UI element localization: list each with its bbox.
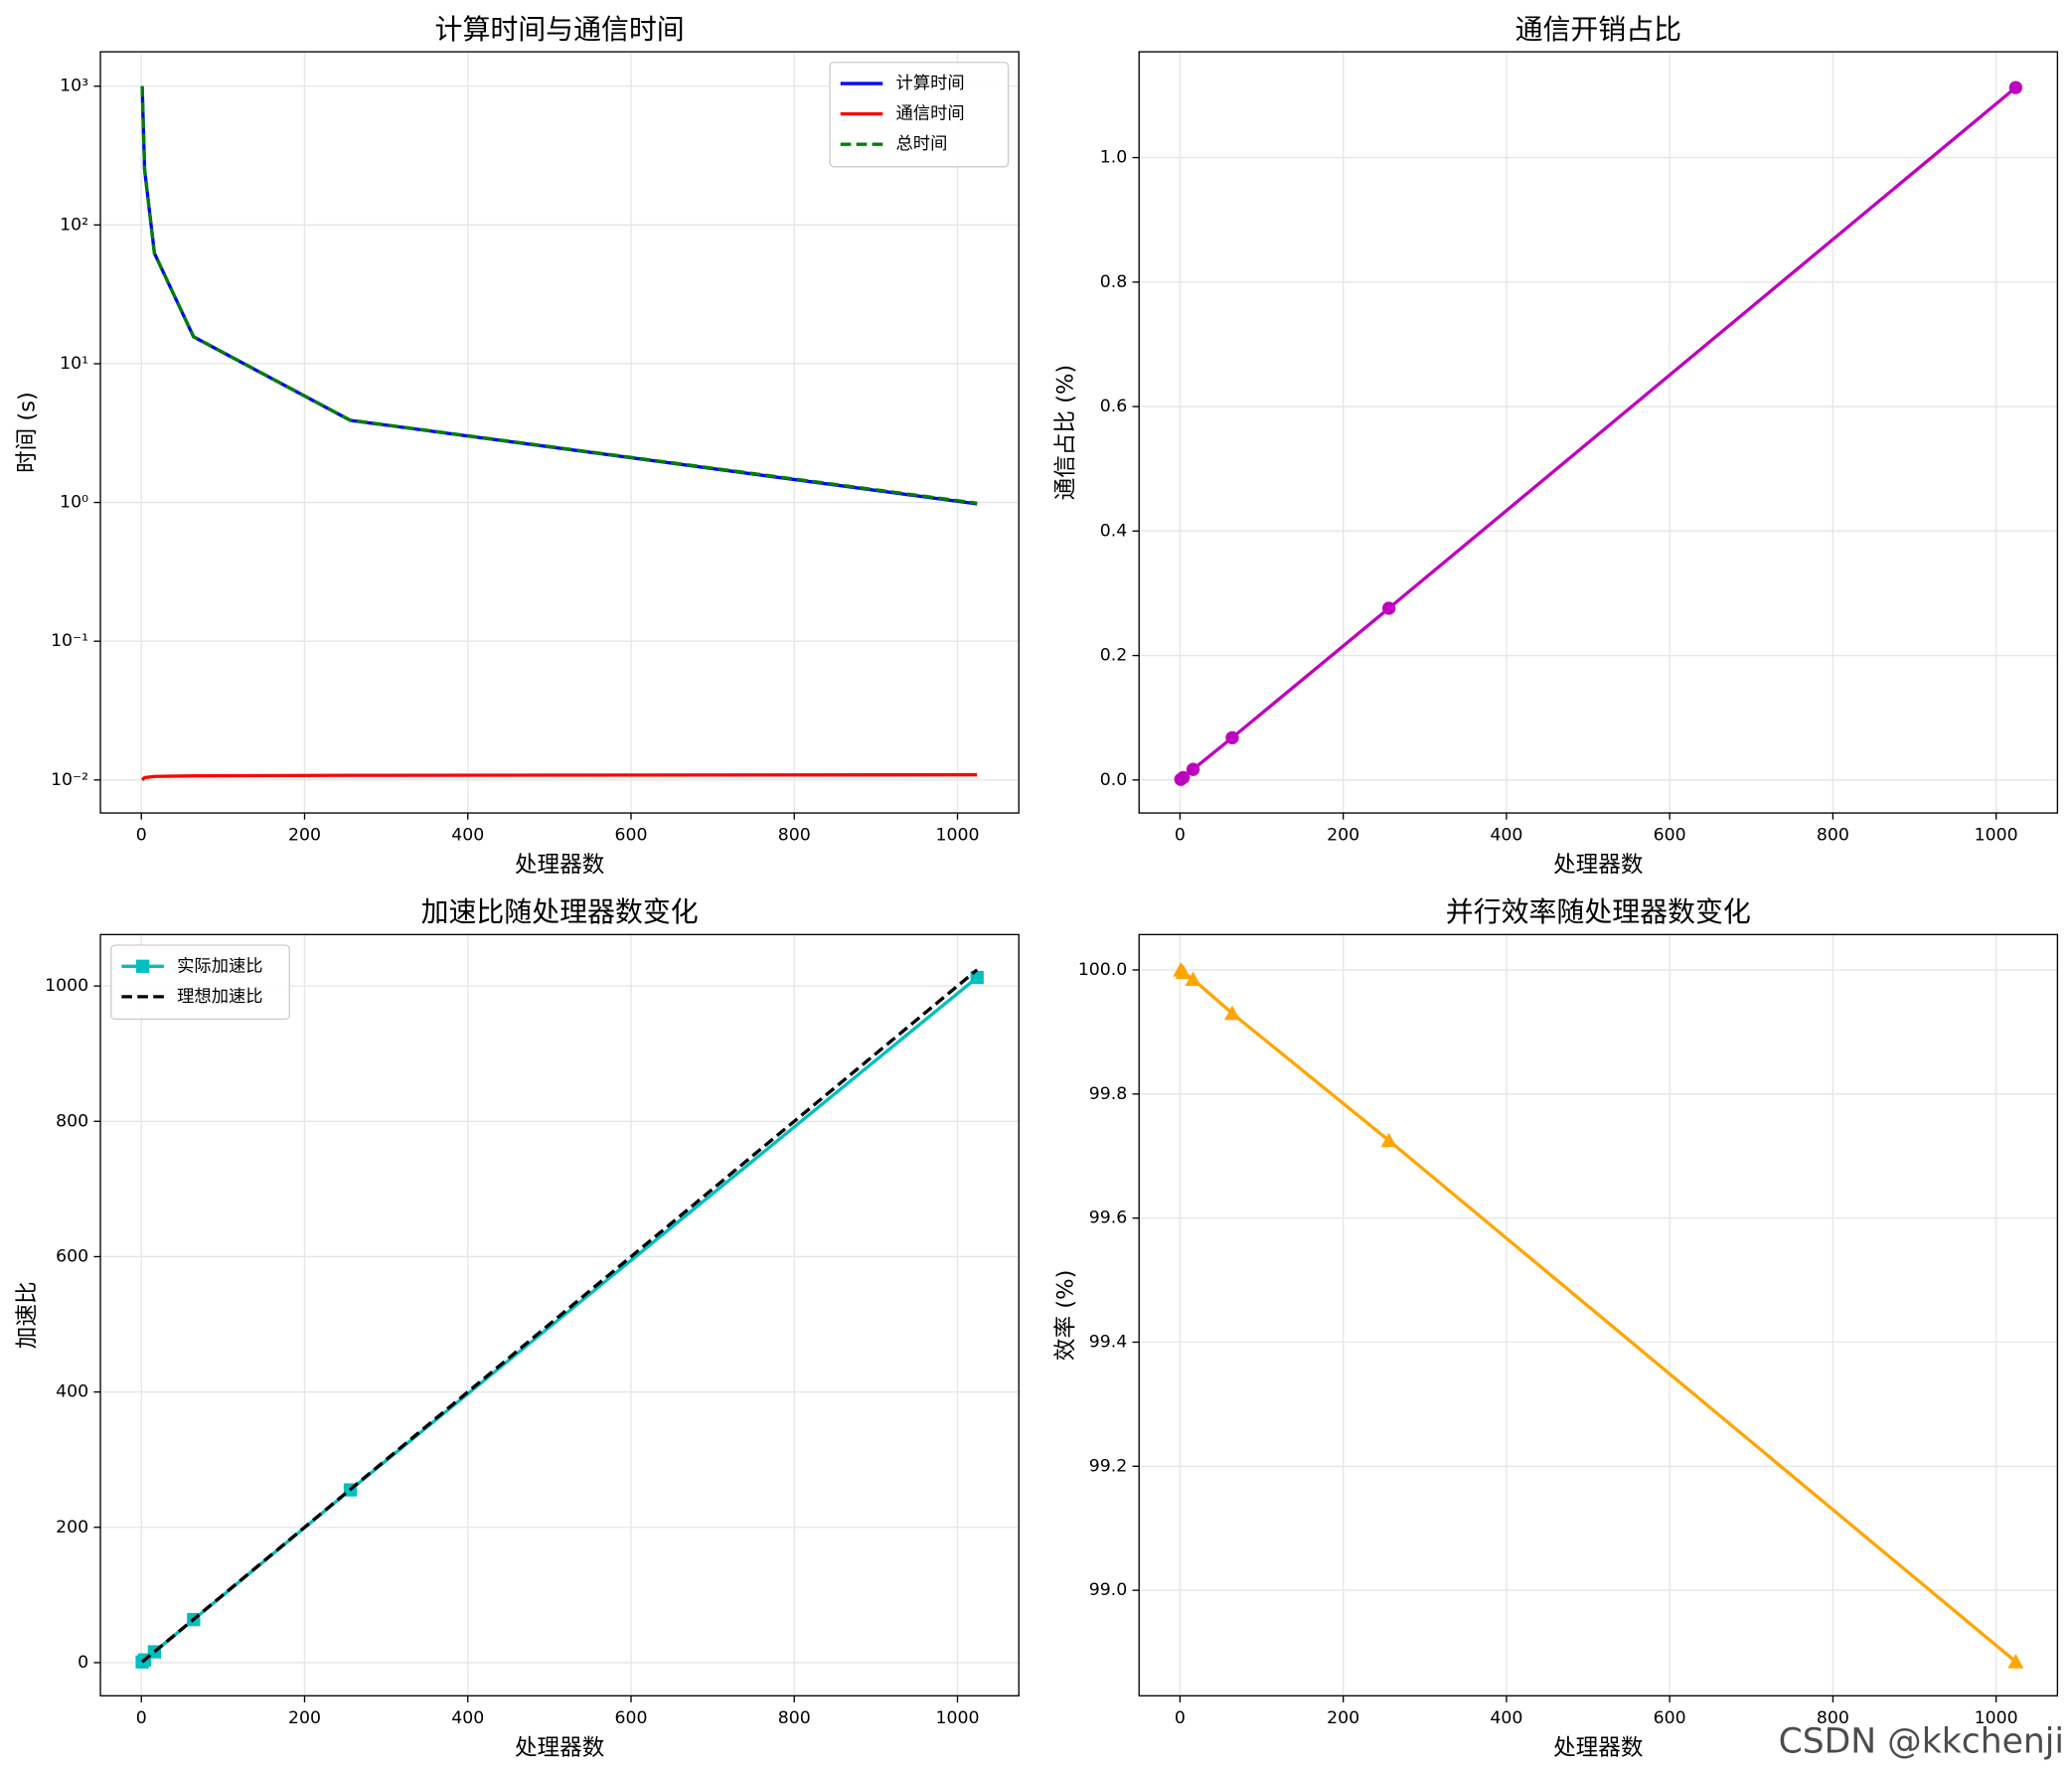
- y-tick-label: 0.4: [1100, 521, 1127, 541]
- y-tick-label: 0.6: [1100, 397, 1127, 416]
- marker: [1177, 770, 1191, 784]
- y-tick-label: 99.2: [1089, 1456, 1127, 1476]
- x-tick-label: 600: [1654, 1708, 1686, 1728]
- y-tick-label: 10⁻¹: [51, 631, 88, 651]
- y-tick-label: 10⁻²: [51, 770, 88, 790]
- x-tick-label: 400: [451, 826, 484, 846]
- x-tick-label: 800: [1817, 1708, 1849, 1728]
- legend-label: 通信时间: [896, 104, 965, 124]
- x-tick-label: 0: [1175, 1708, 1186, 1728]
- y-axis-label: 加速比: [14, 1281, 40, 1349]
- y-tick-label: 800: [56, 1111, 88, 1131]
- legend-box: [110, 944, 290, 1021]
- legend-label: 理想加速比: [177, 987, 262, 1007]
- y-tick-label: 99.6: [1089, 1209, 1127, 1228]
- x-tick-label: 400: [451, 1708, 484, 1728]
- y-tick-label: 400: [56, 1382, 88, 1402]
- chart-title: 通信开销占比: [1515, 13, 1681, 46]
- marker: [135, 959, 150, 973]
- y-tick-label: 1.0: [1100, 148, 1127, 168]
- y-tick-label: 0.8: [1100, 272, 1127, 292]
- x-tick-label: 800: [778, 1708, 811, 1728]
- x-tick-label: 600: [615, 826, 648, 846]
- x-tick-label: 600: [615, 1708, 648, 1728]
- y-tick-label: 100.0: [1078, 960, 1127, 980]
- x-axis-label: 处理器数: [1553, 853, 1643, 879]
- legend-label: 总时间: [896, 134, 948, 154]
- y-tick-label: 99.8: [1089, 1084, 1127, 1104]
- watermark: CSDN @kkchenji: [1779, 1722, 2064, 1762]
- y-tick-label: 200: [56, 1518, 88, 1537]
- x-tick-label: 200: [1327, 826, 1359, 846]
- marker: [1223, 1005, 1240, 1021]
- chart-title: 加速比随处理器数变化: [421, 895, 699, 928]
- y-tick-label: 600: [56, 1246, 88, 1266]
- x-tick-label: 1000: [936, 826, 980, 846]
- y-axis-label: 时间 (s): [14, 392, 40, 473]
- axes-frame: [1138, 933, 2059, 1696]
- y-tick-label: 0.2: [1100, 646, 1127, 666]
- y-tick-label: 1000: [45, 976, 88, 996]
- marker: [1381, 601, 1396, 615]
- y-tick-label: 99.0: [1089, 1580, 1127, 1600]
- x-tick-label: 400: [1490, 826, 1522, 846]
- x-tick-label: 1000: [1975, 826, 2018, 846]
- axes-frame: [99, 933, 1020, 1696]
- x-tick-label: 1000: [1975, 1708, 2018, 1728]
- x-tick-label: 200: [1327, 1708, 1359, 1728]
- y-tick-label: 0.0: [1100, 770, 1127, 790]
- y-axis-label: 通信占比 (%): [1053, 365, 1079, 501]
- x-tick-label: 0: [1175, 826, 1186, 846]
- legend-label: 实际加速比: [177, 956, 262, 976]
- x-tick-label: 0: [136, 826, 147, 846]
- y-tick-label: 10⁰: [60, 493, 88, 513]
- y-tick-label: 10¹: [60, 354, 88, 374]
- marker: [1185, 971, 1201, 986]
- axes-frame: [99, 51, 1020, 814]
- axes-frame: [1138, 51, 2059, 814]
- chart-title: 计算时间与通信时间: [435, 13, 685, 46]
- y-tick-label: 10³: [60, 77, 88, 96]
- x-tick-label: 1000: [936, 1708, 980, 1728]
- legend-label: 计算时间: [896, 74, 965, 93]
- x-tick-label: 800: [1817, 826, 1849, 846]
- y-tick-label: 0: [78, 1653, 88, 1673]
- marker: [1380, 1132, 1397, 1148]
- chart-title: 并行效率随处理器数变化: [1446, 895, 1751, 928]
- series-line: [140, 772, 978, 781]
- marker: [1186, 762, 1200, 776]
- x-tick-label: 0: [136, 1708, 147, 1728]
- y-tick-label: 10²: [60, 215, 88, 235]
- x-axis-label: 处理器数: [515, 853, 604, 879]
- series-line: [140, 85, 978, 505]
- y-tick-label: 99.4: [1089, 1332, 1127, 1352]
- marker: [2008, 81, 2023, 94]
- y-axis-label: 效率 (%): [1053, 1270, 1079, 1361]
- x-tick-label: 200: [288, 1708, 321, 1728]
- x-tick-label: 400: [1490, 1708, 1522, 1728]
- x-tick-label: 800: [778, 826, 811, 846]
- legend-box: [829, 62, 1010, 168]
- series-line: [141, 968, 979, 1664]
- x-axis-label: 处理器数: [1553, 1735, 1643, 1761]
- x-tick-label: 600: [1654, 826, 1686, 846]
- marker: [2007, 1653, 2024, 1669]
- marker: [1225, 730, 1239, 744]
- x-tick-label: 200: [288, 826, 321, 846]
- marker: [1175, 964, 1192, 980]
- x-axis-label: 处理器数: [515, 1735, 604, 1761]
